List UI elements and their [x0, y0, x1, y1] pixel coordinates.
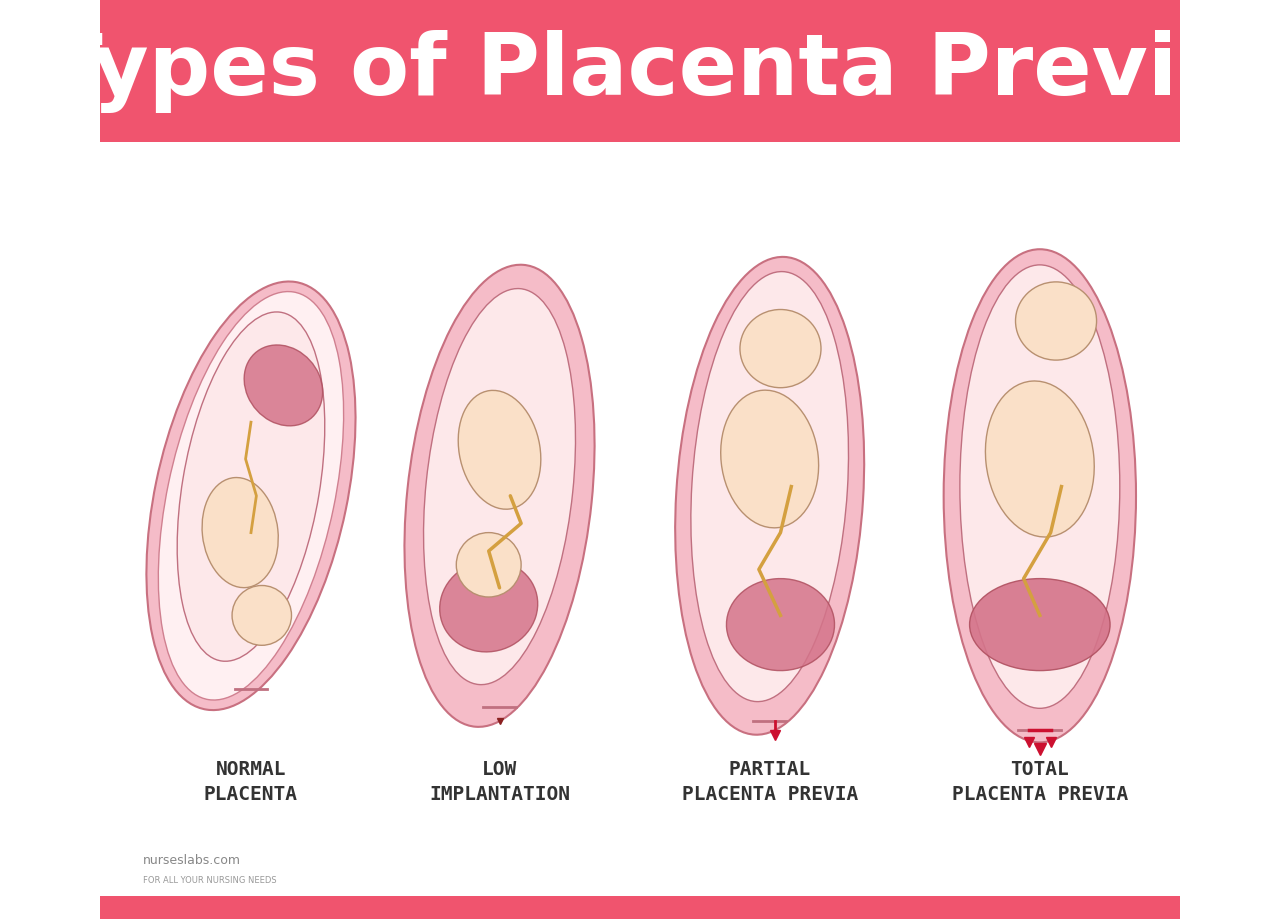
- Ellipse shape: [244, 346, 323, 426]
- Ellipse shape: [404, 266, 595, 727]
- Ellipse shape: [1015, 283, 1097, 361]
- Ellipse shape: [727, 579, 835, 671]
- Ellipse shape: [232, 586, 292, 645]
- Ellipse shape: [943, 250, 1137, 743]
- Ellipse shape: [177, 312, 325, 662]
- Ellipse shape: [146, 282, 356, 710]
- Ellipse shape: [424, 289, 576, 685]
- Text: FOR ALL YOUR NURSING NEEDS: FOR ALL YOUR NURSING NEEDS: [143, 875, 276, 884]
- Ellipse shape: [159, 292, 343, 700]
- Ellipse shape: [721, 391, 819, 528]
- Ellipse shape: [456, 533, 521, 597]
- Ellipse shape: [969, 579, 1110, 671]
- Text: Types of Placenta Previa: Types of Placenta Previa: [45, 29, 1235, 113]
- Ellipse shape: [691, 272, 849, 702]
- Ellipse shape: [740, 310, 820, 389]
- Ellipse shape: [458, 391, 541, 510]
- Text: PARTIAL
PLACENTA PREVIA: PARTIAL PLACENTA PREVIA: [681, 759, 858, 803]
- Text: TOTAL
PLACENTA PREVIA: TOTAL PLACENTA PREVIA: [952, 759, 1128, 803]
- FancyBboxPatch shape: [100, 896, 1180, 919]
- Text: nurseslabs.com: nurseslabs.com: [143, 853, 241, 866]
- Ellipse shape: [675, 257, 864, 735]
- FancyBboxPatch shape: [100, 0, 1180, 142]
- Text: NORMAL
PLACENTA: NORMAL PLACENTA: [204, 759, 298, 803]
- Text: LOW
IMPLANTATION: LOW IMPLANTATION: [429, 759, 570, 803]
- Ellipse shape: [960, 266, 1120, 709]
- Ellipse shape: [202, 478, 278, 588]
- Ellipse shape: [986, 381, 1094, 538]
- Ellipse shape: [440, 561, 538, 652]
